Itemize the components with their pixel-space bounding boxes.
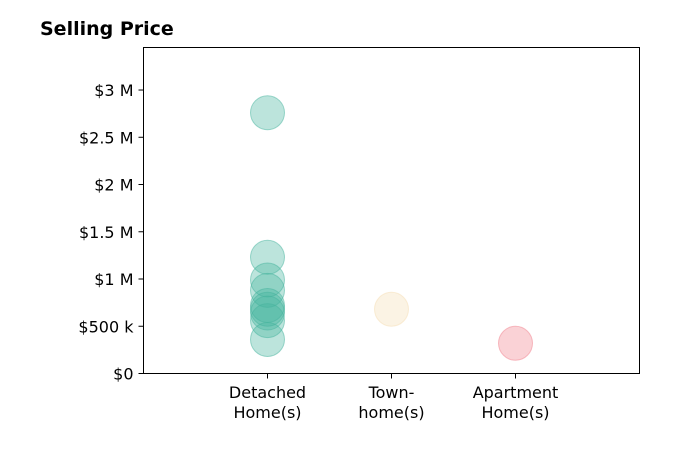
data-point [250, 295, 285, 331]
y-tick-label: $1 M [94, 270, 133, 289]
y-tick-label: $2 M [94, 176, 133, 195]
x-tick-label: home(s) [358, 403, 424, 422]
x-axis: DetachedHome(s)Town-home(s)ApartmentHome… [229, 373, 559, 422]
data-point [250, 262, 285, 298]
data-point [498, 325, 533, 361]
data-point [250, 321, 285, 357]
x-tick-label: Home(s) [233, 403, 301, 422]
data-point [250, 272, 285, 308]
data-point [250, 303, 285, 339]
x-tick-label: Detached [229, 383, 306, 402]
y-tick-label: $2.5 M [79, 128, 134, 147]
data-point [250, 239, 285, 275]
y-axis: $0 $500 k $1 M $1.5 M $2 M $2.5 M $3 M [78, 81, 144, 384]
y-tick-label: $500 k [78, 317, 134, 336]
x-tick-label: Town- [368, 383, 415, 402]
y-tick-label: $0 [113, 365, 133, 384]
y-tick-label: $3 M [94, 81, 133, 100]
x-tick-label: Home(s) [481, 403, 549, 422]
data-point [250, 95, 285, 131]
data-point [374, 291, 409, 327]
x-tick-label: Apartment [473, 383, 559, 402]
chart-title: Selling Price [40, 18, 174, 40]
y-tick-label: $1.5 M [79, 223, 134, 242]
data-points [250, 95, 533, 361]
